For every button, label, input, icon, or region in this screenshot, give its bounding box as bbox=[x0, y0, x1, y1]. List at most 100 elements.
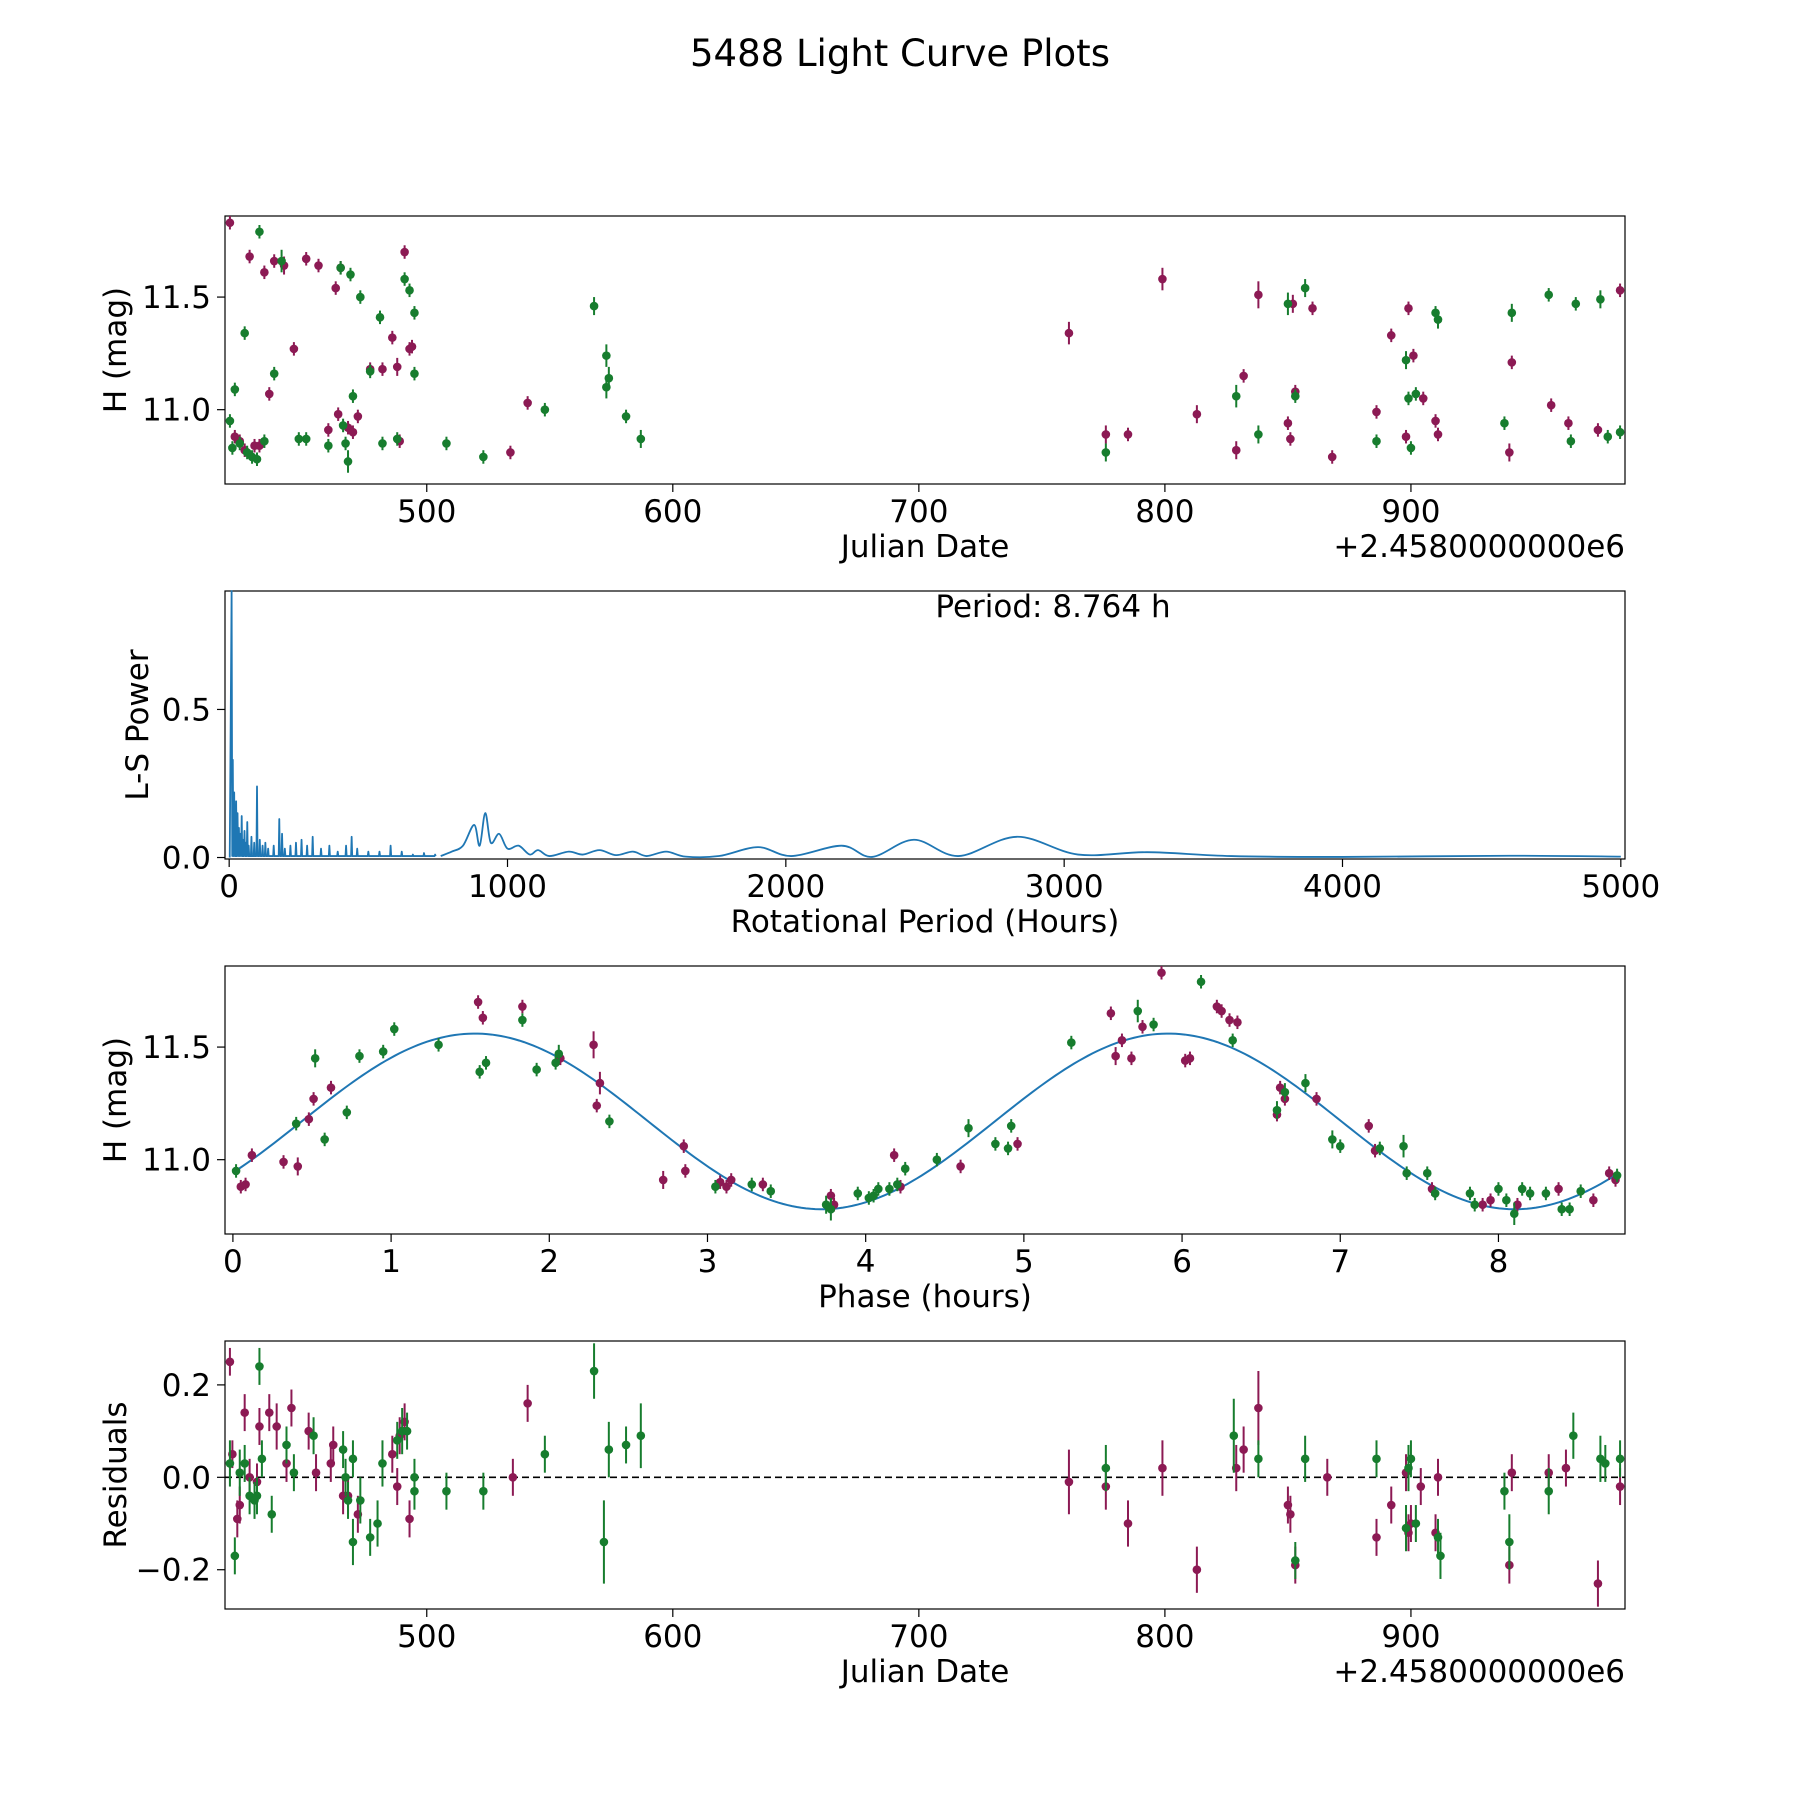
data-point bbox=[1604, 1168, 1614, 1178]
x-tick-label: 5000 bbox=[1581, 869, 1660, 905]
data-point bbox=[475, 1067, 484, 1077]
data-point bbox=[540, 1449, 550, 1459]
x-tick-label: 6 bbox=[1172, 1244, 1192, 1280]
residuals-xlabel: Julian Date bbox=[839, 1654, 1010, 1690]
data-point bbox=[356, 1496, 365, 1505]
periodogram-axes-frame bbox=[224, 590, 1626, 860]
data-point bbox=[1013, 1139, 1022, 1149]
data-point bbox=[1157, 968, 1166, 978]
periodogram-ylabel: L-S Power bbox=[120, 649, 156, 800]
data-point bbox=[240, 1459, 249, 1468]
data-point bbox=[1272, 1105, 1282, 1115]
data-point bbox=[342, 1108, 352, 1117]
data-point bbox=[1231, 445, 1241, 455]
data-point bbox=[348, 1454, 358, 1464]
data-point bbox=[1544, 290, 1554, 300]
data-point bbox=[1433, 315, 1443, 324]
data-point bbox=[523, 398, 532, 408]
data-point bbox=[1101, 448, 1111, 457]
data-point bbox=[255, 1422, 264, 1431]
data-point bbox=[1505, 1537, 1514, 1547]
data-point bbox=[869, 1191, 878, 1201]
phased-ylabel: H (mag) bbox=[98, 1037, 134, 1163]
data-point bbox=[410, 1473, 419, 1482]
periodogram-annotation: Period: 8.764 h bbox=[935, 589, 1170, 625]
periodogram-xlabel: Rotational Period (Hours) bbox=[731, 904, 1120, 940]
x-tick-label: 7 bbox=[1330, 1244, 1350, 1280]
data-point bbox=[1196, 977, 1206, 987]
data-point bbox=[225, 1459, 235, 1468]
data-point bbox=[235, 439, 245, 448]
data-point bbox=[1138, 1022, 1147, 1032]
data-point bbox=[1615, 286, 1625, 295]
data-point bbox=[1478, 1200, 1487, 1210]
data-point bbox=[1500, 1486, 1509, 1496]
data-point bbox=[252, 1491, 262, 1501]
periodogram-smooth-curve bbox=[440, 812, 1621, 859]
periodogram-panel: 0 1000 2000 3000 4000 5000 0.0 0.5 Period: 8.76… bbox=[120, 589, 1660, 940]
y-tick-label: 11.0 bbox=[142, 1143, 211, 1179]
data-point bbox=[1557, 1204, 1567, 1214]
data-point bbox=[1372, 1533, 1381, 1542]
data-point bbox=[1612, 1171, 1622, 1180]
data-point bbox=[294, 434, 304, 444]
data-point bbox=[1225, 1015, 1234, 1025]
lightcurve-offset-label: +2.4580000000e6 bbox=[1333, 529, 1625, 565]
data-point bbox=[991, 1139, 1000, 1149]
data-point bbox=[365, 1533, 375, 1542]
data-point bbox=[551, 1058, 560, 1068]
data-point bbox=[604, 373, 614, 383]
x-tick-label: 0 bbox=[223, 1244, 243, 1280]
data-point bbox=[264, 1408, 274, 1417]
data-point bbox=[392, 1482, 402, 1491]
lightcurve-axes-frame bbox=[224, 215, 1626, 485]
data-point bbox=[1593, 425, 1603, 435]
data-point bbox=[602, 351, 611, 360]
data-point bbox=[1386, 1500, 1396, 1510]
data-point bbox=[230, 385, 240, 394]
data-point bbox=[711, 1182, 720, 1192]
data-point bbox=[1517, 1184, 1527, 1194]
data-point bbox=[1301, 1078, 1310, 1088]
data-point bbox=[605, 1117, 614, 1126]
data-point bbox=[388, 333, 397, 342]
data-point bbox=[1286, 434, 1295, 444]
data-point bbox=[434, 1040, 443, 1050]
data-point bbox=[479, 452, 488, 462]
data-point bbox=[309, 1431, 318, 1441]
data-point bbox=[1192, 409, 1202, 419]
data-point bbox=[1003, 1144, 1013, 1153]
data-point bbox=[747, 1180, 757, 1189]
data-point bbox=[900, 1164, 910, 1173]
data-point bbox=[333, 409, 343, 419]
x-tick-label: 800 bbox=[1135, 494, 1194, 530]
data-point bbox=[1601, 1459, 1610, 1468]
y-tick-label: 0.0 bbox=[162, 841, 211, 877]
x-tick-label: 500 bbox=[397, 1619, 456, 1655]
data-point bbox=[1546, 400, 1556, 410]
data-point bbox=[1229, 1431, 1239, 1441]
data-point bbox=[1411, 1519, 1421, 1528]
data-point bbox=[264, 389, 274, 399]
data-point bbox=[1513, 1200, 1522, 1210]
data-point bbox=[240, 1408, 249, 1417]
data-point bbox=[554, 1049, 564, 1059]
data-point bbox=[889, 1150, 899, 1160]
data-point bbox=[1300, 283, 1310, 293]
data-point bbox=[407, 342, 417, 351]
data-point bbox=[1615, 1454, 1625, 1464]
data-point bbox=[230, 1551, 240, 1561]
data-point bbox=[604, 1445, 614, 1454]
data-point bbox=[338, 1445, 348, 1454]
periodogram-spikes bbox=[228, 590, 437, 858]
data-point bbox=[1067, 1038, 1076, 1047]
x-tick-label: 700 bbox=[889, 1619, 948, 1655]
x-tick-label: 1000 bbox=[468, 869, 547, 905]
x-tick-label: 700 bbox=[889, 494, 948, 530]
residuals-panel: 500 600 700 800 900 −0.2 0.0 0.2 Julian Date +2… bbox=[98, 1340, 1626, 1690]
x-tick-label: 2000 bbox=[746, 869, 825, 905]
data-point bbox=[1564, 418, 1573, 428]
data-point bbox=[1433, 430, 1443, 439]
data-point bbox=[348, 391, 358, 401]
data-point bbox=[893, 1180, 902, 1189]
